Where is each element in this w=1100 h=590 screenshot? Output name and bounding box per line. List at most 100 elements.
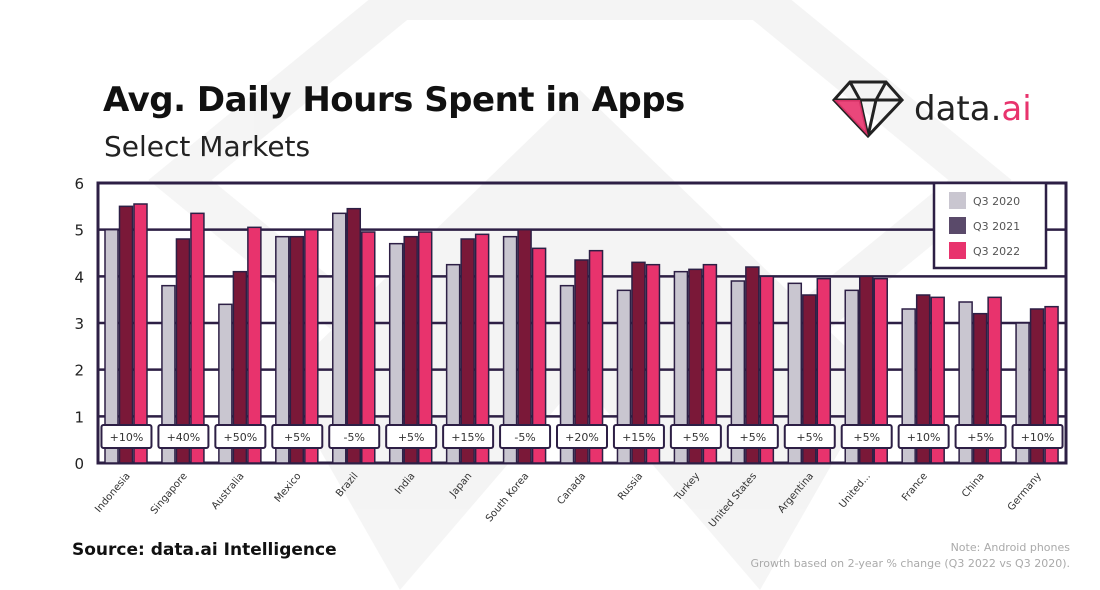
growth-label: +40%: [167, 431, 201, 444]
growth-label-box: [385, 424, 438, 449]
x-tick-label: Russia: [616, 471, 645, 503]
diamond-icon: [832, 80, 904, 139]
bar-q3-2021: [460, 238, 475, 464]
x-tick-label: France: [900, 471, 930, 504]
bar-q3-2020: [332, 212, 347, 464]
note-line-2: Growth based on 2-year % change (Q3 2022…: [750, 557, 1070, 570]
growth-label: +5%: [853, 431, 880, 444]
growth-label-box: [442, 424, 495, 449]
bar-q3-2020: [161, 284, 176, 464]
growth-label-box: [897, 424, 950, 449]
bar-q3-2020: [388, 242, 404, 464]
growth-label: +20%: [565, 431, 599, 444]
bar-q3-2020: [445, 263, 461, 464]
bar-q3-2021: [517, 228, 532, 464]
growth-label: -5%: [514, 431, 535, 444]
logo: data.ai: [832, 78, 1032, 140]
source-text: Source: data.ai Intelligence: [72, 540, 337, 560]
x-tick-label: Australia: [210, 471, 247, 512]
note-line-1: Note: Android phones: [950, 541, 1070, 554]
growth-label: -5%: [344, 431, 365, 444]
growth-label: +50%: [224, 431, 258, 444]
bar-q3-2022: [645, 263, 661, 464]
bar-q3-2022: [361, 231, 376, 464]
x-tick-label: Singapore: [149, 471, 190, 517]
bar-q3-2022: [417, 231, 433, 464]
growth-label-box: [328, 424, 381, 449]
bar-q3-2020: [787, 282, 803, 464]
x-tick-label: Germany: [1006, 471, 1044, 513]
bar-q3-2020: [218, 303, 233, 464]
legend-swatch: [949, 192, 966, 209]
bar-q3-2021: [289, 235, 305, 464]
growth-label: +5%: [683, 431, 710, 444]
bar-q3-2022: [702, 263, 718, 464]
growth-label: +10%: [907, 431, 941, 444]
growth-label: +5%: [284, 431, 311, 444]
growth-label: +10%: [110, 431, 144, 444]
growth-label-box: [556, 424, 608, 449]
bar-q3-2020: [616, 289, 632, 464]
growth-label-box: [100, 424, 153, 449]
bar-q3-2022: [190, 212, 205, 464]
bar-q3-2022: [873, 277, 888, 464]
bar-q3-2021: [688, 268, 703, 464]
footnote: Note: Android phones Growth based on 2-y…: [750, 540, 1070, 572]
growth-label: +15%: [451, 431, 485, 444]
bar-q3-2020: [559, 284, 575, 464]
growth-label: +5%: [739, 431, 766, 444]
bar-q3-2020: [673, 270, 689, 464]
bar-q3-2021: [346, 207, 362, 464]
bar-q3-2021: [915, 294, 931, 464]
x-tick-label: Indonesia: [93, 471, 133, 515]
y-tick-label: 4: [74, 268, 84, 286]
bar-q3-2021: [631, 261, 646, 464]
growth-label-box: [157, 424, 210, 449]
growth-label-box: [214, 424, 267, 449]
bar-q3-2022: [247, 226, 262, 464]
bar-q3-2021: [745, 266, 760, 464]
y-tick-label: 3: [74, 315, 84, 333]
bar-q3-2022: [930, 296, 945, 464]
growth-label: +5%: [967, 431, 994, 444]
y-tick-label: 1: [74, 408, 84, 426]
bar-q3-2022: [474, 233, 490, 464]
x-tick-label: Canada: [555, 471, 588, 507]
chart-subtitle: Select Markets: [104, 130, 311, 163]
growth-label-box: [271, 424, 324, 449]
legend-label: Q3 2022: [973, 245, 1020, 258]
growth-label-box: [499, 424, 552, 449]
y-tick-label: 5: [74, 222, 84, 240]
growth-label: +5%: [796, 431, 823, 444]
legend-swatch: [949, 217, 966, 234]
bar-q3-2021: [175, 238, 191, 464]
growth-label: +10%: [1021, 431, 1055, 444]
chart-title: Avg. Daily Hours Spent in Apps: [103, 80, 685, 120]
bar-q3-2020: [104, 228, 119, 464]
bar-q3-2021: [858, 275, 874, 464]
growth-label-box: [1011, 424, 1064, 449]
growth-label: +15%: [622, 431, 656, 444]
x-tick-label: Mexico: [273, 471, 304, 505]
bar-q3-2021: [403, 235, 418, 464]
logo-text: data.ai: [914, 89, 1032, 129]
bar-q3-2020: [502, 235, 518, 464]
y-tick-label: 0: [74, 455, 84, 473]
legend-label: Q3 2021: [973, 220, 1020, 233]
growth-label-box: [612, 424, 665, 449]
bar-q3-2020: [844, 289, 859, 464]
bar-q3-2021: [118, 205, 134, 464]
bar-q3-2022: [588, 249, 604, 464]
growth-label-box: [954, 424, 1007, 449]
y-tick-label: 6: [74, 175, 84, 193]
bar-q3-2022: [1044, 305, 1059, 464]
bar-q3-2021: [802, 294, 817, 464]
bar-q3-2021: [574, 259, 589, 464]
x-tick-label: China: [960, 471, 987, 500]
y-tick-label: 2: [74, 362, 84, 380]
bar-q3-2020: [275, 235, 290, 464]
legend-swatch: [949, 242, 966, 259]
growth-label-box: [726, 424, 779, 449]
growth-label-box: [783, 424, 836, 449]
